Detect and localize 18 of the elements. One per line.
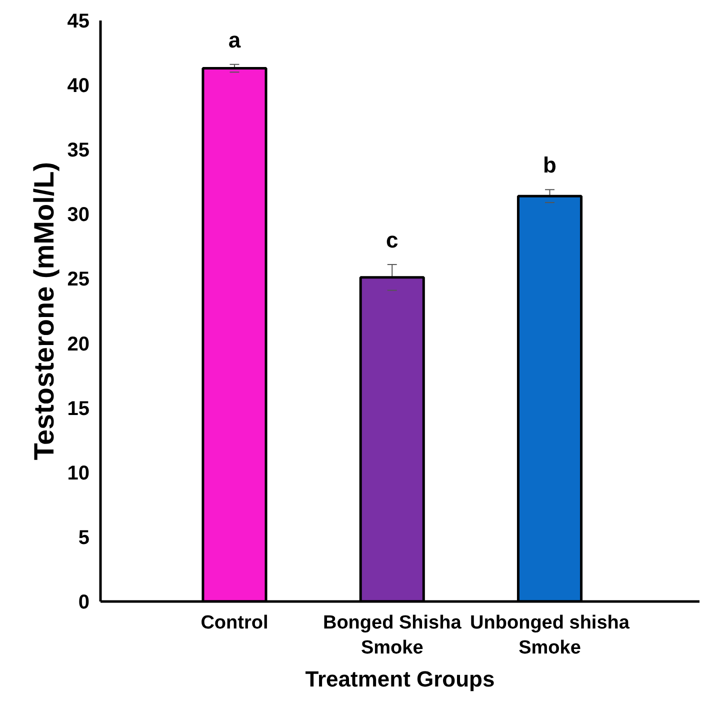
- annotation: b: [543, 152, 556, 178]
- annotation: a: [228, 27, 242, 52]
- y-tick-label: 40: [67, 75, 90, 98]
- y-tick-label: 25: [67, 268, 90, 291]
- x-axis-title: Treatment Groups: [305, 666, 495, 692]
- y-tick-label: 10: [67, 462, 90, 484]
- y-tick-label: 20: [67, 333, 90, 356]
- y-tick-label: 15: [67, 398, 90, 420]
- y-tick-label: 30: [67, 204, 90, 226]
- x-tick-label: Control: [200, 612, 268, 634]
- y-tick-label: 5: [78, 526, 90, 549]
- y-tick-label: 45: [67, 10, 90, 32]
- annotation: c: [386, 228, 398, 253]
- y-tick-label: 0: [78, 592, 90, 614]
- x-tick-label: Bonged Shisha Smoke: [322, 612, 462, 659]
- x-tick-label: Unbonged shisha Smoke: [470, 612, 630, 659]
- y-axis-title: Testosterone (mMol/L): [28, 162, 60, 460]
- y-tick-label: 35: [67, 140, 90, 162]
